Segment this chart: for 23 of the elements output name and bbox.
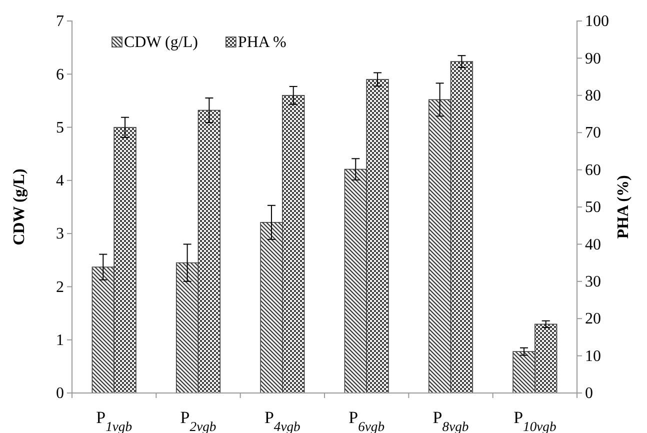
y2-tick-label: 80 (585, 88, 601, 105)
y2-tick-label: 10 (585, 348, 601, 365)
y-tick-label: 3 (56, 226, 64, 243)
y-tick-label: 4 (56, 172, 64, 190)
y-tick-label: 1 (56, 332, 64, 349)
y2-tick-label: 60 (585, 162, 601, 179)
y-tick-label: 0 (56, 385, 64, 402)
y2-axis-title: PHA (%) (615, 175, 632, 239)
y-tick-label: 7 (56, 13, 64, 30)
y2-tick-label: 0 (585, 385, 593, 402)
y2-tick-label: 50 (585, 199, 601, 216)
legend-label: PHA % (238, 34, 286, 51)
y-tick-label: 2 (56, 278, 64, 296)
y2-tick-label: 70 (585, 124, 601, 142)
y2-tick-label: 30 (585, 274, 601, 291)
y2-tick-label: 100 (585, 13, 609, 30)
y-tick-label: 5 (56, 119, 64, 136)
y-tick-label: 6 (56, 66, 64, 84)
y2-tick-label: 40 (585, 236, 601, 254)
y2-tick-label: 90 (585, 50, 601, 68)
y2-tick-label: 20 (585, 310, 601, 328)
legend-label: CDW (g/L) (124, 34, 198, 51)
y-axis-title: CDW (g/L) (11, 168, 28, 246)
